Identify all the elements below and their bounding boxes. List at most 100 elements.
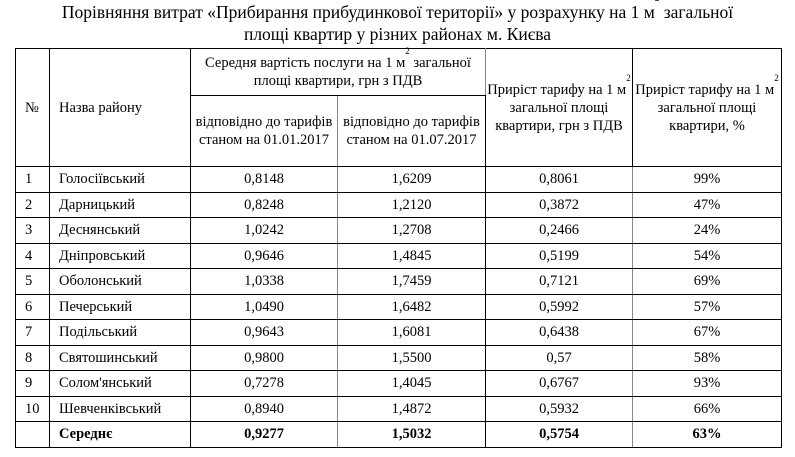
cost-2017-07: 1,4872 bbox=[337, 395, 486, 422]
header-number: № bbox=[15, 48, 50, 167]
row-number: 8 bbox=[15, 344, 50, 371]
header-tariff-increase-percent: Приріст тарифу на 1 м2 загальної площі к… bbox=[632, 48, 782, 167]
increase-percent: 66% bbox=[632, 395, 782, 422]
increase-percent: 67% bbox=[632, 319, 782, 346]
cost-2017-01: 0,8940 bbox=[190, 395, 338, 422]
header-text: Приріст тарифу на 1 м bbox=[487, 81, 627, 98]
row-number: 2 bbox=[15, 191, 50, 218]
table-row: 10 Шевченківський 0,8940 1,4872 0,5932 6… bbox=[15, 395, 782, 422]
cost-2017-01: 1,0490 bbox=[190, 293, 338, 320]
cost-2017-07: 1,7459 bbox=[337, 268, 486, 295]
district-name: Дарницький bbox=[49, 191, 191, 218]
header-text: Середня вартість послуги на 1 м bbox=[205, 55, 406, 71]
header-average-cost: Середня вартість послуги на 1 м2 загальн… bbox=[190, 46, 486, 96]
cost-2017-07: 1,6482 bbox=[337, 293, 486, 320]
average-increase-percent: 63% bbox=[632, 421, 782, 448]
increase-uah: 0,8061 bbox=[485, 166, 633, 193]
average-increase-uah: 0,5754 bbox=[485, 421, 633, 448]
title-line-2: площі квартир у різних районах м. Києва bbox=[243, 24, 552, 44]
table-row: 2 Дарницький 0,8248 1,2120 0,3872 47% bbox=[15, 191, 782, 218]
increase-uah: 0,7121 bbox=[485, 268, 633, 295]
increase-percent: 58% bbox=[632, 344, 782, 371]
table-row: 6 Печерський 1,0490 1,6482 0,5992 57% bbox=[15, 293, 782, 320]
increase-percent: 54% bbox=[632, 242, 782, 269]
increase-percent: 99% bbox=[632, 166, 782, 193]
row-number: 7 bbox=[15, 319, 50, 346]
row-number: 6 bbox=[15, 293, 50, 320]
district-name: Деснянський bbox=[49, 217, 191, 244]
header-district-name: Назва району bbox=[49, 48, 191, 167]
cost-2017-07: 1,4045 bbox=[337, 370, 486, 397]
document-title: Порівняння витрат «Прибирання прибудинко… bbox=[0, 0, 795, 45]
row-number bbox=[15, 421, 50, 448]
district-name: Шевченківський bbox=[49, 395, 191, 422]
row-number: 1 bbox=[15, 166, 50, 193]
superscript: 2 bbox=[626, 72, 631, 83]
district-name: Голосіївський bbox=[49, 166, 191, 193]
cost-2017-01: 0,7278 bbox=[190, 370, 338, 397]
increase-percent: 57% bbox=[632, 293, 782, 320]
increase-uah: 0,6438 bbox=[485, 319, 633, 346]
district-name: Святошинський bbox=[49, 344, 191, 371]
cost-2017-01: 0,9643 bbox=[190, 319, 338, 346]
cost-2017-07: 1,5500 bbox=[337, 344, 486, 371]
row-number: 5 bbox=[15, 268, 50, 295]
increase-uah: 0,2466 bbox=[485, 217, 633, 244]
cost-2017-01: 0,9800 bbox=[190, 344, 338, 371]
header-tariff-increase-uah: Приріст тарифу на 1 м2 загальної площі к… bbox=[485, 48, 633, 167]
increase-percent: 69% bbox=[632, 268, 782, 295]
header-tariff-2017-01: відповідно до тарифів станом на 01.01.20… bbox=[190, 95, 338, 167]
increase-uah: 0,6767 bbox=[485, 370, 633, 397]
title-line-1: Порівняння витрат «Прибирання прибудинко… bbox=[0, 0, 795, 23]
increase-uah: 0,5992 bbox=[485, 293, 633, 320]
increase-uah: 0,5932 bbox=[485, 395, 633, 422]
title-text: загальної bbox=[659, 2, 734, 22]
district-name: Солом'янський bbox=[49, 370, 191, 397]
row-number: 10 bbox=[15, 395, 50, 422]
cost-2017-01: 0,9646 bbox=[190, 242, 338, 269]
district-name: Дніпровський bbox=[49, 242, 191, 269]
cost-2017-01: 0,8148 bbox=[190, 166, 338, 193]
row-number: 3 bbox=[15, 217, 50, 244]
table-row: 5 Оболонський 1,0338 1,7459 0,7121 69% bbox=[15, 268, 782, 295]
district-name: Печерський bbox=[49, 293, 191, 320]
comparison-table: № Назва району Середня вартість послуги … bbox=[15, 46, 782, 448]
cost-2017-01: 0,8248 bbox=[190, 191, 338, 218]
cost-2017-07: 1,4845 bbox=[337, 242, 486, 269]
increase-percent: 24% bbox=[632, 217, 782, 244]
header-text: загальної площі квартири, % bbox=[657, 99, 757, 134]
cost-2017-07: 1,6081 bbox=[337, 319, 486, 346]
cost-2017-01: 1,0338 bbox=[190, 268, 338, 295]
average-cost-2017-07: 1,5032 bbox=[337, 421, 486, 448]
cost-2017-07: 1,6209 bbox=[337, 166, 486, 193]
header-text: Приріст тарифу на 1 м bbox=[635, 81, 775, 98]
district-name: Оболонський bbox=[49, 268, 191, 295]
increase-percent: 93% bbox=[632, 370, 782, 397]
superscript: 2 bbox=[774, 72, 779, 83]
increase-uah: 0,3872 bbox=[485, 191, 633, 218]
increase-percent: 47% bbox=[632, 191, 782, 218]
superscript: 2 bbox=[655, 0, 660, 3]
increase-uah: 0,5199 bbox=[485, 242, 633, 269]
table-row: 4 Дніпровський 0,9646 1,4845 0,5199 54% bbox=[15, 242, 782, 269]
cost-2017-07: 1,2708 bbox=[337, 217, 486, 244]
increase-uah: 0,57 bbox=[485, 344, 633, 371]
header-text: загальної площі квартири, грн з ПДВ bbox=[253, 55, 471, 89]
title-text: Порівняння витрат «Прибирання прибудинко… bbox=[61, 2, 655, 22]
table-row: 1 Голосіївський 0,8148 1,6209 0,8061 99% bbox=[15, 166, 782, 193]
superscript: 2 bbox=[405, 46, 410, 56]
header-tariff-2017-07: відповідно до тарифів станом на 01.07.20… bbox=[337, 95, 486, 167]
table-row: 8 Святошинський 0,9800 1,5500 0,57 58% bbox=[15, 344, 782, 371]
cost-2017-01: 1,0242 bbox=[190, 217, 338, 244]
district-name: Подільський bbox=[49, 319, 191, 346]
table-row: 3 Деснянський 1,0242 1,2708 0,2466 24% bbox=[15, 217, 782, 244]
row-number: 4 bbox=[15, 242, 50, 269]
table-row: 9 Солом'янський 0,7278 1,4045 0,6767 93% bbox=[15, 370, 782, 397]
row-number: 9 bbox=[15, 370, 50, 397]
cost-2017-07: 1,2120 bbox=[337, 191, 486, 218]
average-label: Середнє bbox=[49, 421, 191, 448]
header-text: загальної площі квартири, грн з ПДВ bbox=[495, 99, 623, 134]
table-row: 7 Подільський 0,9643 1,6081 0,6438 67% bbox=[15, 319, 782, 346]
table-row-average: Середнє 0,9277 1,5032 0,5754 63% bbox=[15, 421, 782, 448]
average-cost-2017-01: 0,9277 bbox=[190, 421, 338, 448]
